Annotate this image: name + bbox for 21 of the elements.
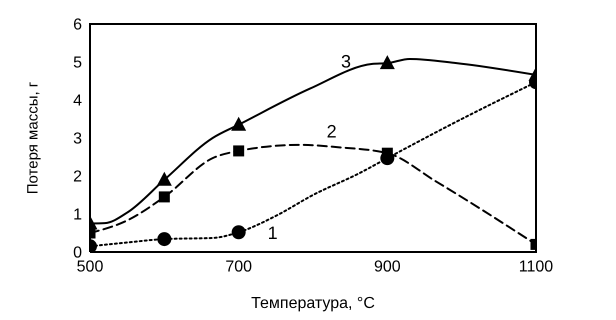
y-tick-label: 2 xyxy=(73,168,82,186)
series-label: 1 xyxy=(268,222,278,243)
y-axis-title: Потеря массы, г xyxy=(24,81,42,194)
series-label: 3 xyxy=(341,51,352,72)
x-tick-label: 900 xyxy=(374,258,401,276)
y-tick-label: 4 xyxy=(73,92,82,110)
x-tick-label: 1100 xyxy=(518,258,554,276)
y-tick-label: 6 xyxy=(73,16,82,34)
point xyxy=(232,225,246,240)
point xyxy=(233,145,244,156)
point xyxy=(158,191,170,202)
y-tick-label: 5 xyxy=(73,54,82,72)
point xyxy=(380,55,395,70)
y-tick-label: 1 xyxy=(73,206,82,224)
point xyxy=(157,232,172,246)
point xyxy=(231,116,246,131)
point xyxy=(156,172,172,186)
series-label: 2 xyxy=(326,122,337,142)
y-tick-label: 3 xyxy=(73,130,82,148)
x-axis-title: Температура, °C xyxy=(251,295,375,312)
x-tick-label: 700 xyxy=(225,258,252,276)
